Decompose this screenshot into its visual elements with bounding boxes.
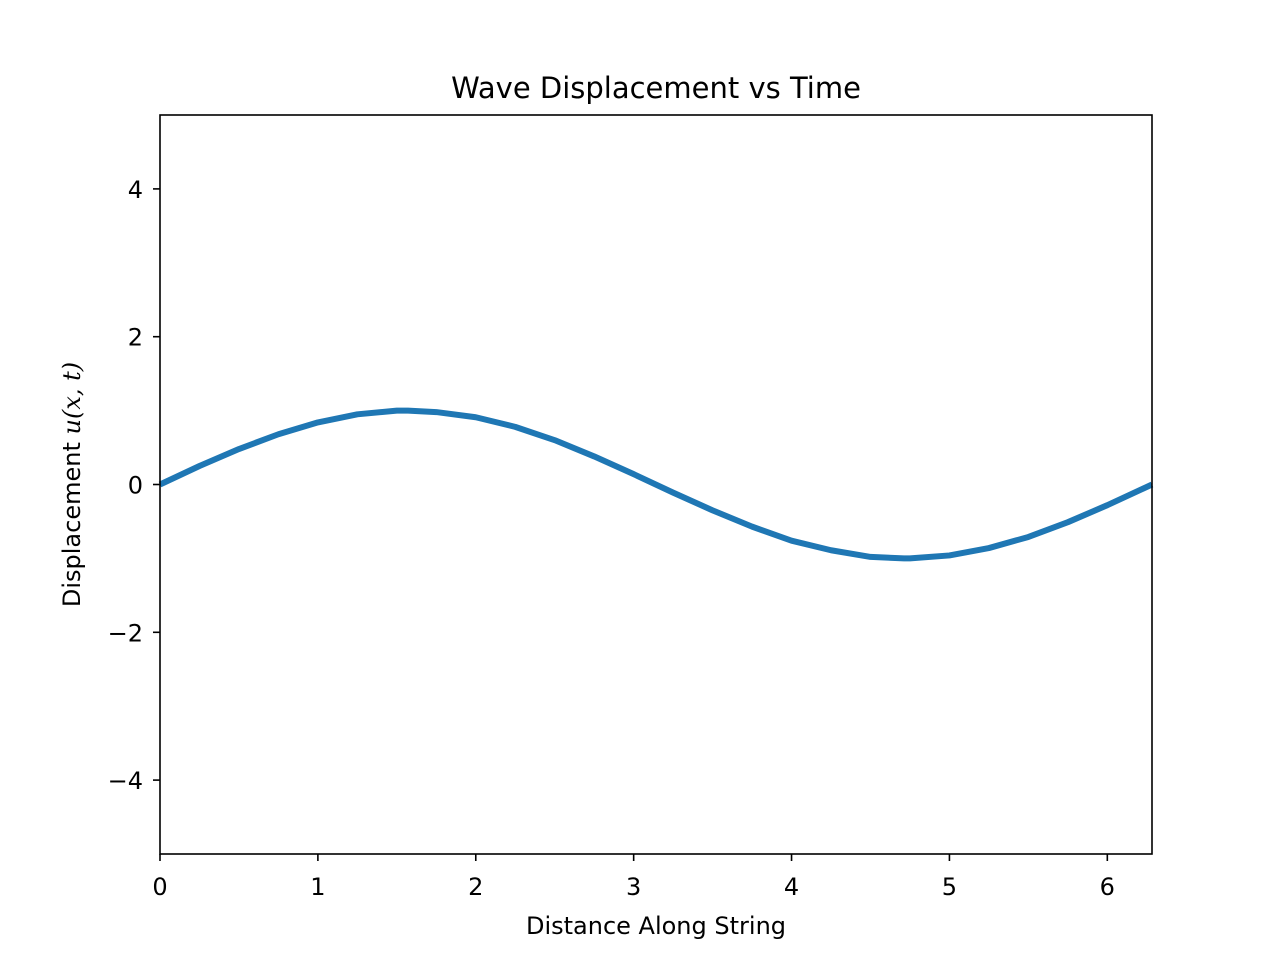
x-axis-ticks: 0 1 2 3 4 5 6 xyxy=(152,854,1115,901)
x-tick-label: 1 xyxy=(310,873,325,901)
plot-frame xyxy=(159,114,1153,855)
y-tick-label: −4 xyxy=(108,767,143,795)
y-tick-label: −2 xyxy=(108,619,143,647)
series-line-0 xyxy=(158,407,1154,562)
x-tick-label: 2 xyxy=(468,873,483,901)
x-tick-label: 0 xyxy=(152,873,167,901)
y-axis-label-math: u(x, t) xyxy=(58,362,86,435)
chart-title: Wave Displacement vs Time xyxy=(451,71,861,105)
y-tick-label: 4 xyxy=(128,176,143,204)
x-tick-label: 3 xyxy=(626,873,641,901)
y-tick-label: 2 xyxy=(128,324,143,352)
x-tick-label: 5 xyxy=(942,873,957,901)
y-axis-label-text: Displacement xyxy=(58,435,86,608)
x-tick-label: 6 xyxy=(1100,873,1115,901)
x-tick-label: 4 xyxy=(784,873,799,901)
x-axis-label: Distance Along String xyxy=(526,912,786,940)
series-layer xyxy=(158,407,1154,562)
y-tick-label: 0 xyxy=(128,472,143,500)
y-axis-ticks: −4 −2 0 2 4 xyxy=(108,176,160,795)
y-axis-label: Displacement u(x, t) xyxy=(58,362,86,607)
